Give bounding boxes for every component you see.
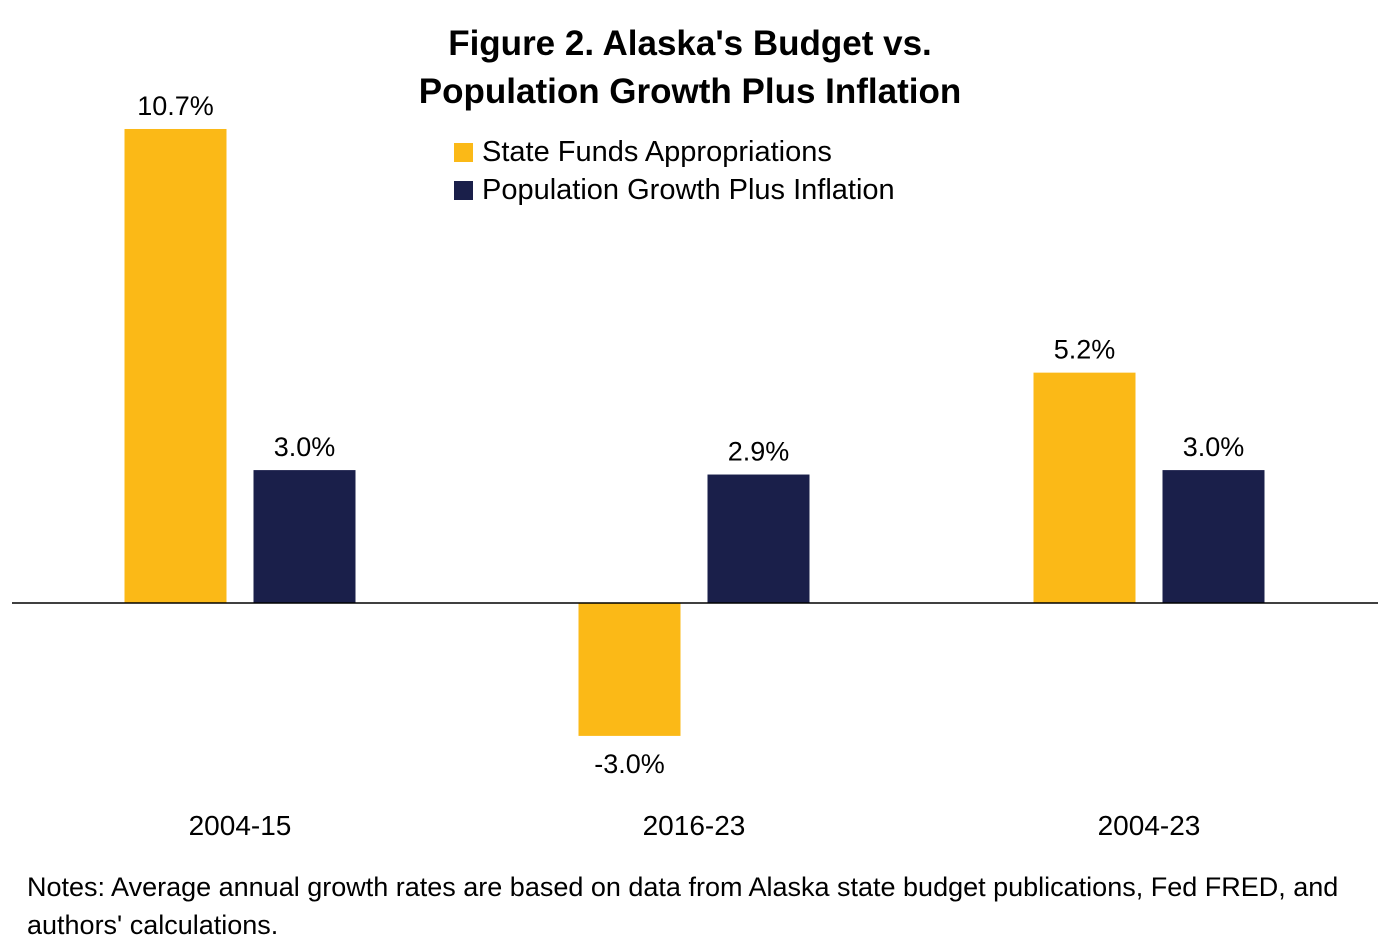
chart-notes: Notes: Average annual growth rates are b…: [27, 872, 1339, 940]
chart-title-line-2: Population Growth Plus Inflation: [418, 72, 962, 111]
bar-population-growth-2004-23: [1162, 470, 1265, 603]
data-label-population-growth-2004-15: 3.0%: [274, 432, 336, 462]
chart-title-line-1: Figure 2. Alaska's Budget vs.: [448, 24, 932, 63]
data-label-population-growth-2016-23: 2.9%: [728, 437, 790, 467]
category-label-2004-23: 2004-23: [1098, 810, 1201, 841]
bar-state-funds-2016-23: [578, 603, 681, 736]
bar-population-growth-2004-15: [253, 470, 356, 603]
legend-swatch-state-funds: [454, 142, 473, 162]
bar-population-growth-2016-23: [707, 474, 810, 603]
bar-state-funds-2004-23: [1033, 372, 1136, 603]
legend-swatch-population-growth: [454, 180, 473, 200]
legend-item-population-growth: Population Growth Plus Inflation: [454, 173, 895, 207]
data-label-state-funds-2004-15: 10.7%: [137, 91, 214, 121]
legend-item-state-funds: State Funds Appropriations: [454, 135, 832, 169]
bar-state-funds-2004-15: [124, 128, 227, 604]
category-label-2016-23: 2016-23: [643, 810, 746, 841]
data-label-state-funds-2004-23: 5.2%: [1054, 335, 1116, 365]
data-label-state-funds-2016-23: -3.0%: [594, 749, 665, 779]
data-label-population-growth-2004-23: 3.0%: [1183, 432, 1245, 462]
category-label-2004-15: 2004-15: [189, 810, 292, 841]
legend-label-state-funds: State Funds Appropriations: [482, 135, 832, 168]
bar-chart: 10.7% 3.0% 2004-15 -3.0% 2.9% 2016-23 5.2% 3.0%…: [12, 91, 1378, 841]
legend-label-population-growth: Population Growth Plus Inflation: [482, 173, 895, 206]
